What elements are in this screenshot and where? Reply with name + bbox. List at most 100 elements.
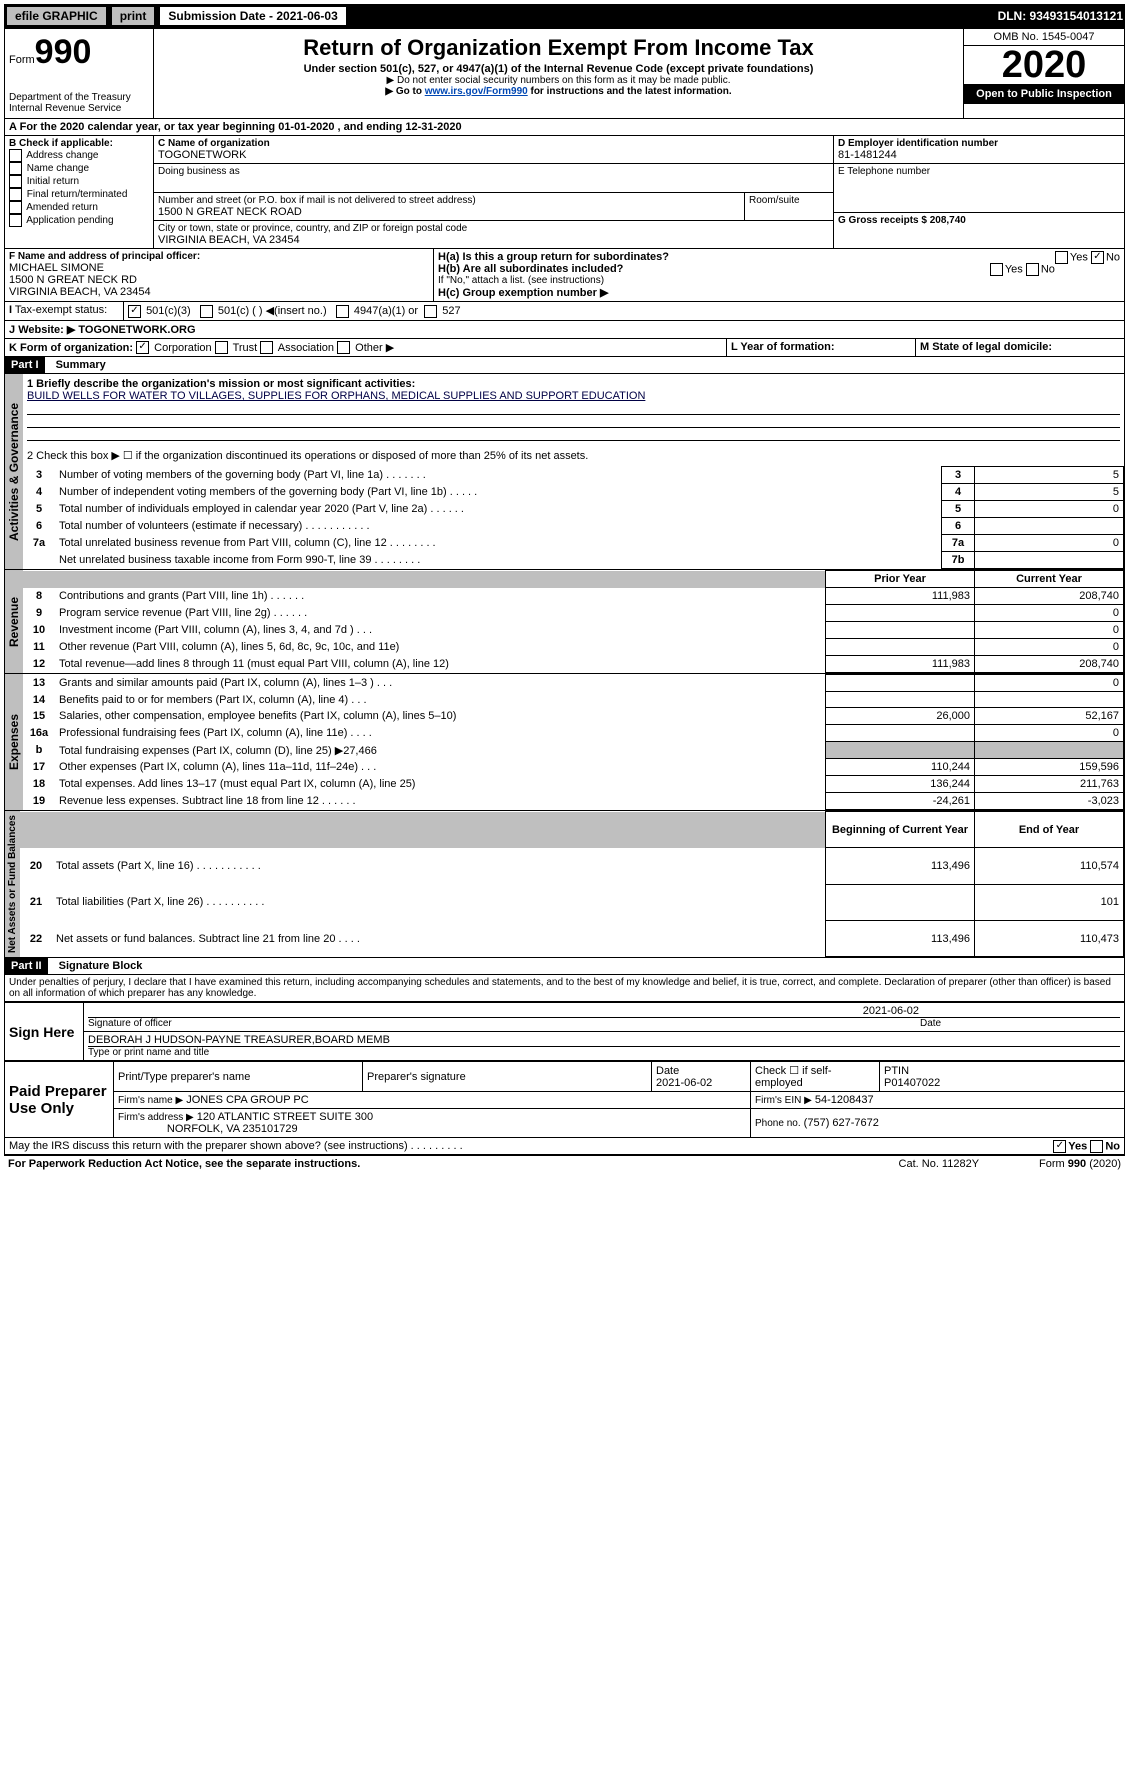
527-label: 527 (442, 305, 460, 317)
submission-date: Submission Date - 2021-06-03 (159, 6, 346, 26)
org-name: TOGONETWORK (158, 149, 829, 161)
officer-addr1: 1500 N GREAT NECK RD (9, 274, 429, 286)
part2-subtitle: Signature Block (51, 960, 143, 972)
b-checkbox[interactable] (9, 214, 22, 227)
form-prefix: Form (9, 54, 35, 66)
street-address: 1500 N GREAT NECK ROAD (158, 206, 740, 218)
officer-addr2: VIRGINIA BEACH, VA 23454 (9, 286, 429, 298)
b-checkbox[interactable] (9, 201, 22, 214)
section-e-label: E Telephone number (838, 166, 1120, 177)
phone-value: (757) 627-7672 (804, 1117, 879, 1129)
501c-label: 501(c) ( ) ◀(insert no.) (218, 305, 327, 317)
h-note: If "No," attach a list. (see instruction… (438, 275, 1120, 286)
addr-label: Number and street (or P.O. box if mail i… (158, 195, 740, 206)
net-section-label: Net Assets or Fund Balances (5, 811, 20, 957)
gross-receipts: G Gross receipts $ 208,740 (838, 215, 1120, 226)
4947-checkbox[interactable] (336, 305, 349, 318)
hb-no-checkbox[interactable] (1026, 263, 1039, 276)
prep-date: 2021-06-02 (656, 1077, 712, 1089)
hc-label: H(c) Group exemption number ▶ (438, 286, 1120, 299)
perjury-text: Under penalties of perjury, I declare th… (4, 975, 1125, 1002)
ha-label: H(a) Is this a group return for subordin… (438, 251, 669, 263)
discuss-no-checkbox[interactable] (1090, 1140, 1103, 1153)
officer-name: MICHAEL SIMONE (9, 262, 429, 274)
cat-number: Cat. No. 11282Y (899, 1158, 980, 1170)
room-suite-label: Room/suite (744, 193, 833, 220)
section-c-label: C Name of organization (158, 138, 829, 149)
yes-label2: Yes (1005, 263, 1023, 275)
efile-label: efile GRAPHIC (6, 6, 107, 26)
discuss-text: May the IRS discuss this return with the… (9, 1140, 463, 1152)
phone-label: Phone no. (755, 1118, 801, 1129)
b-checkbox[interactable] (9, 162, 22, 175)
ein: 81-1481244 (838, 149, 1120, 161)
section-k-label: K Form of organization: (9, 342, 133, 354)
firm-addr-label: Firm's address ▶ (118, 1112, 194, 1123)
form-number: 990 (35, 33, 92, 71)
discuss-yes-checkbox[interactable]: ✓ (1053, 1140, 1066, 1153)
sig-officer-label: Signature of officer (88, 1017, 920, 1029)
b-checkbox[interactable] (9, 149, 22, 162)
b-checkbox[interactable] (9, 175, 22, 188)
dln: DLN: 93493154013121 (998, 9, 1123, 23)
type-name-label: Type or print name and title (88, 1047, 1120, 1058)
calendar-year-line: A For the 2020 calendar year, or tax yea… (5, 119, 1124, 135)
note-goto-prefix: ▶ Go to (385, 86, 424, 97)
open-public: Open to Public Inspection (964, 84, 1124, 104)
date-label: Date (920, 1017, 1120, 1029)
mission-text: BUILD WELLS FOR WATER TO VILLAGES, SUPPL… (27, 390, 1120, 402)
501c3-checkbox[interactable]: ✓ (128, 305, 141, 318)
assoc-label: Association (278, 342, 334, 354)
no-label: No (1106, 251, 1120, 263)
527-checkbox[interactable] (424, 305, 437, 318)
form-subtitle: Under section 501(c), 527, or 4947(a)(1)… (158, 63, 959, 75)
trust-label: Trust (233, 342, 258, 354)
form-header: Form990 Department of the Treasury Inter… (4, 28, 1125, 119)
sig-date: 2021-06-02 (710, 1005, 1071, 1017)
section-d-label: D Employer identification number (838, 138, 1120, 149)
section-j-label: J (9, 324, 18, 336)
part1-subtitle: Summary (48, 359, 106, 371)
city-state-zip: VIRGINIA BEACH, VA 23454 (158, 234, 829, 246)
note-ssn: ▶ Do not enter social security numbers o… (158, 75, 959, 86)
irs-label: Internal Revenue Service (9, 103, 149, 114)
section-f-label: F Name and address of principal officer: (9, 251, 429, 262)
firm-addr2: NORFOLK, VA 235101729 (167, 1123, 298, 1135)
yes-label: Yes (1070, 251, 1088, 263)
line2-text: 2 Check this box ▶ ☐ if the organization… (27, 449, 1120, 462)
note-goto-suffix: for instructions and the latest informat… (528, 86, 732, 97)
website-label: Website: ▶ (18, 324, 75, 336)
ptin-label: PTIN (884, 1065, 909, 1077)
ha-yes-checkbox[interactable] (1055, 251, 1068, 264)
firm-ein: 54-1208437 (815, 1094, 874, 1106)
paid-preparer-label: Paid Preparer Use Only (5, 1062, 114, 1138)
section-m-label: M State of legal domicile: (916, 339, 1124, 357)
501c-checkbox[interactable] (200, 305, 213, 318)
sign-here-label: Sign Here (5, 1003, 84, 1061)
ptin-value: P01407022 (884, 1077, 940, 1089)
hb-yes-checkbox[interactable] (990, 263, 1003, 276)
rev-section-label: Revenue (5, 570, 23, 673)
section-b-label: B Check if applicable: (9, 138, 149, 149)
prep-name-label: Print/Type preparer's name (114, 1062, 363, 1092)
top-bar: efile GRAPHIC print Submission Date - 20… (4, 4, 1125, 28)
firm-name-label: Firm's name ▶ (118, 1095, 183, 1106)
hb-label: H(b) Are all subordinates included? (438, 263, 623, 275)
part1-header: Part I (5, 357, 45, 373)
trust-checkbox[interactable] (215, 341, 228, 354)
form-footer: Form 990 (2020) (1039, 1158, 1121, 1170)
city-label: City or town, state or province, country… (158, 223, 829, 234)
ha-no-checkbox[interactable]: ✓ (1091, 251, 1104, 264)
corp-label: Corporation (154, 342, 211, 354)
corp-checkbox[interactable]: ✓ (136, 341, 149, 354)
other-label: Other ▶ (355, 342, 394, 354)
section-l-label: L Year of formation: (727, 339, 916, 357)
other-checkbox[interactable] (337, 341, 350, 354)
assoc-checkbox[interactable] (260, 341, 273, 354)
part2-header: Part II (5, 958, 48, 974)
501c3-label: 501(c)(3) (146, 305, 191, 317)
print-button[interactable]: print (111, 6, 156, 26)
irs-link[interactable]: www.irs.gov/Form990 (425, 86, 528, 97)
b-checkbox[interactable] (9, 188, 22, 201)
4947-label: 4947(a)(1) or (354, 305, 418, 317)
